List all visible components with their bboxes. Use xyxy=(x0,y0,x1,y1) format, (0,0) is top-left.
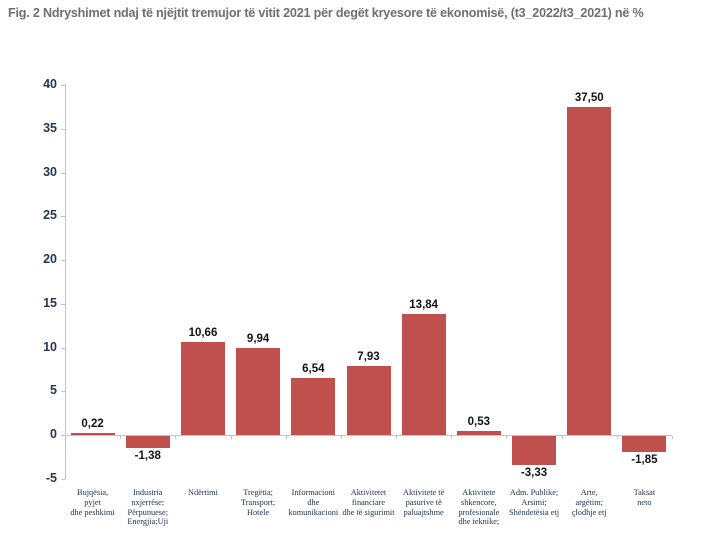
category-label-0: Bujqësia, pyjet dhe peshkimi xyxy=(70,488,115,517)
category-label-7: Aktivitete shkencore, profesionale dhe t… xyxy=(458,488,500,527)
y-axis-tick-label: -5 xyxy=(45,471,57,485)
y-axis-tick-label: 25 xyxy=(43,208,57,223)
y-axis-tick xyxy=(61,347,65,349)
x-axis-tick xyxy=(65,436,66,440)
y-axis-tick xyxy=(61,435,65,437)
y-axis-tick-label: 40 xyxy=(43,77,57,91)
y-axis-tick-label: 35 xyxy=(43,120,57,135)
x-axis-tick xyxy=(561,436,563,440)
bar-0 xyxy=(70,433,115,436)
x-axis-tick xyxy=(120,436,122,440)
y-axis-tick xyxy=(61,260,65,262)
y-axis-tick-label: 5 xyxy=(50,383,57,398)
bar-value-label-9: 37,50 xyxy=(574,91,604,104)
y-axis-tick xyxy=(61,128,65,130)
x-axis-tick xyxy=(340,436,342,440)
category-label-2: Ndërtimi xyxy=(187,488,218,497)
x-axis-baseline xyxy=(65,435,672,437)
y-axis-tick-label: 10 xyxy=(43,339,57,354)
x-axis-tick xyxy=(230,436,232,440)
bar-5 xyxy=(346,365,391,436)
x-axis-tick xyxy=(175,436,177,440)
bar-value-label-6: 13,84 xyxy=(409,299,439,312)
bar-value-label-1: -1,38 xyxy=(134,450,161,463)
bar-value-label-0: 0,22 xyxy=(81,418,104,431)
y-axis-tick xyxy=(61,391,65,393)
y-axis-tick xyxy=(61,172,65,174)
y-axis-tick-label: 20 xyxy=(43,252,57,267)
bar-4 xyxy=(291,377,336,436)
bar-1 xyxy=(125,436,170,449)
y-axis-tick-label: 30 xyxy=(43,164,57,179)
y-axis-tick xyxy=(61,303,65,305)
bar-6 xyxy=(401,314,446,436)
y-axis-tick xyxy=(61,85,65,86)
bar-value-label-8: -3,33 xyxy=(520,467,548,480)
bar-10 xyxy=(622,436,667,453)
x-axis-tick xyxy=(506,436,508,440)
bar-value-label-3: 9,94 xyxy=(246,333,270,346)
bar-2 xyxy=(180,341,225,436)
bar-8 xyxy=(512,436,557,466)
bar-value-label-7: 0,53 xyxy=(467,415,491,428)
bar-value-label-4: 6,54 xyxy=(302,362,325,375)
bar-9 xyxy=(567,106,612,436)
category-label-1: Industria nxjerrëse; Përpunuese; Energji… xyxy=(127,488,169,527)
y-axis-tick xyxy=(61,479,65,480)
y-axis-tick-label: 0 xyxy=(50,427,57,442)
x-axis-tick xyxy=(451,436,453,440)
bar-value-label-10: -1,85 xyxy=(631,454,658,467)
category-label-5: Aktivitetet financiare dhe të sigurimit xyxy=(342,488,395,517)
category-label-10: Taksat neto xyxy=(633,488,656,507)
y-axis-line xyxy=(65,84,66,479)
category-label-6: Aktivitete të pasurive të paluajtshme xyxy=(403,488,445,517)
category-label-8: Adm. Publike; Arsimi; Shëndetësia etj xyxy=(509,488,560,517)
bar-value-label-2: 10,66 xyxy=(188,326,218,339)
bar-value-label-5: 7,93 xyxy=(357,350,380,363)
category-label-9: Arte, argëtim; çlodhje etj xyxy=(571,488,607,517)
y-axis-tick-label: 15 xyxy=(43,295,57,310)
bar-3 xyxy=(236,348,281,436)
bar-7 xyxy=(456,430,501,436)
y-axis-tick xyxy=(61,216,65,218)
category-label-3: Tregëtia; Transport; Hotele xyxy=(240,488,276,517)
x-axis-tick xyxy=(285,436,287,440)
category-label-4: Informacioni dhe komunikacioni xyxy=(288,488,339,517)
x-axis-tick xyxy=(616,436,618,440)
x-axis-tick xyxy=(396,436,398,440)
x-axis-tick xyxy=(672,436,673,440)
chart-title: Fig. 2 Ndryshimet ndaj të njëjtit tremuj… xyxy=(8,6,644,20)
